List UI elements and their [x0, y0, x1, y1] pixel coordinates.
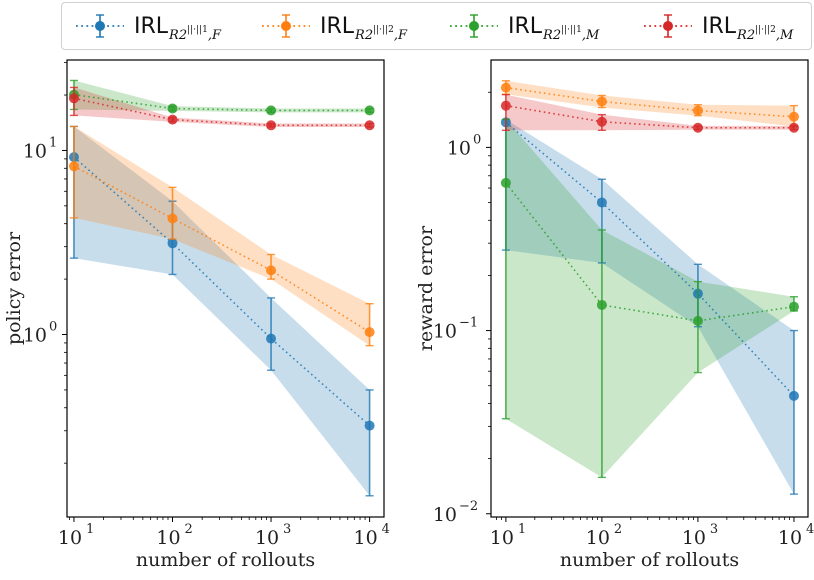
legend-label-0: IRL	[134, 13, 169, 39]
reward-point-3-2	[692, 122, 703, 133]
legend-label-1: IRL	[320, 13, 355, 39]
reward-point-1-3	[788, 111, 799, 122]
reward-ytick-label-0: 10	[433, 504, 457, 526]
reward-point-2-3	[788, 301, 799, 312]
policy-xtick-label-1: 10	[156, 527, 180, 549]
policy-band-2	[73, 80, 370, 113]
legend-sub-3: R2||·||2,M	[737, 24, 794, 43]
policy-band-1	[73, 126, 370, 346]
policy-point-2-2	[266, 105, 277, 116]
reward-xtick-exp-3: 4	[806, 522, 814, 537]
reward-ytick-label-2: 10	[447, 137, 471, 159]
policy-point-3-0	[68, 93, 79, 104]
policy-xlabel: number of rollouts	[136, 549, 315, 571]
reward-point-2-0	[500, 177, 511, 188]
reward-point-2-2	[692, 315, 703, 326]
legend-point-1	[281, 21, 291, 31]
policy-axes-frame	[66, 59, 385, 518]
legend-entry-3: IRL R2||·||2,M	[640, 3, 793, 49]
policy-ytick-exp-0: 0	[49, 320, 57, 335]
policy-point-3-3	[364, 120, 375, 131]
reward-axes-frame	[490, 59, 809, 518]
policy-point-2-3	[364, 105, 375, 116]
reward-point-3-0	[500, 100, 511, 111]
policy-xtick-exp-3: 4	[382, 522, 390, 537]
policy-band-3	[73, 87, 370, 128]
reward-line-1	[505, 86, 795, 118]
reward-xtick-exp-2: 3	[710, 522, 718, 537]
reward-ylabel: reward error	[415, 225, 437, 351]
reward-band-1	[505, 80, 794, 127]
legend-sub-1: R2||·||2,F	[355, 24, 407, 43]
legend-point-2	[469, 21, 479, 31]
policy-xtick-label-2: 10	[255, 527, 279, 549]
policy-point-1-0	[68, 161, 79, 172]
reward-point-0-1	[596, 197, 607, 208]
reward-ytick-exp-1: −1	[459, 316, 478, 331]
reward-xtick-label-0: 10	[490, 527, 514, 549]
policy-point-3-2	[266, 120, 277, 131]
reward-point-0-3	[788, 390, 799, 401]
reward-band-0	[505, 119, 794, 495]
policy-point-0-2	[266, 333, 277, 344]
policy-xtick-exp-1: 2	[185, 522, 193, 537]
reward-point-1-0	[500, 82, 511, 93]
reward-xtick-exp-0: 1	[518, 522, 526, 537]
policy-point-1-1	[167, 213, 178, 224]
legend-sub-0: R2||·||1,F	[169, 24, 221, 43]
reward-line-2	[505, 182, 795, 322]
legend-marker-2	[450, 14, 498, 38]
reward-point-2-1	[596, 299, 607, 310]
reward-xlabel: number of rollouts	[560, 549, 739, 571]
reward-point-3-3	[788, 122, 799, 133]
policy-xtick-exp-2: 3	[283, 522, 291, 537]
reward-ytick-label-1: 10	[433, 321, 457, 343]
legend-marker-0	[76, 14, 124, 38]
policy-xtick-label-3: 10	[354, 527, 378, 549]
policy-line-2	[73, 93, 370, 112]
legend-point-3	[663, 21, 673, 31]
reward-band-2	[505, 119, 794, 478]
policy-xtick-exp-0: 1	[86, 522, 94, 537]
reward-band-3	[505, 94, 794, 131]
policy-ytick-label-0: 10	[23, 325, 47, 347]
policy-point-2-1	[167, 103, 178, 114]
policy-ylabel: policy error	[3, 231, 25, 345]
policy-point-1-3	[364, 327, 375, 338]
reward-point-1-1	[596, 96, 607, 107]
reward-xtick-label-1: 10	[586, 527, 610, 549]
policy-point-0-1	[167, 238, 178, 249]
policy-point-1-2	[266, 265, 277, 276]
legend-label-2: IRL	[508, 13, 543, 39]
policy-band-0	[73, 126, 370, 496]
reward-xtick-label-3: 10	[778, 527, 802, 549]
reward-point-3-1	[596, 116, 607, 127]
reward-line-0	[505, 121, 795, 397]
reward-xtick-label-2: 10	[682, 527, 706, 549]
legend-label-3: IRL	[702, 13, 737, 39]
legend: IRL R2||·||1,F IRL R2||·||2,F IRL R2||·|…	[61, 2, 812, 50]
reward-xtick-exp-1: 2	[614, 522, 622, 537]
policy-point-0-3	[364, 420, 375, 431]
legend-entry-0: IRL R2||·||1,F	[72, 3, 221, 49]
policy-line-3	[73, 97, 370, 127]
policy-point-3-1	[167, 114, 178, 125]
policy-xtick-label-0: 10	[58, 527, 82, 549]
policy-ytick-label-1: 10	[23, 140, 47, 162]
reward-ytick-exp-2: 0	[473, 132, 481, 147]
reward-ytick-exp-0: −2	[459, 499, 478, 514]
policy-ytick-exp-1: 1	[49, 135, 57, 150]
legend-entry-1: IRL R2||·||2,F	[258, 3, 407, 49]
reward-point-1-2	[692, 105, 703, 116]
reward-line-3	[505, 104, 794, 129]
legend-sub-2: R2||·||1,M	[543, 24, 600, 43]
legend-entry-2: IRL R2||·||1,M	[446, 3, 599, 49]
legend-marker-3	[644, 14, 692, 38]
legend-point-0	[95, 21, 105, 31]
legend-marker-1	[262, 14, 310, 38]
